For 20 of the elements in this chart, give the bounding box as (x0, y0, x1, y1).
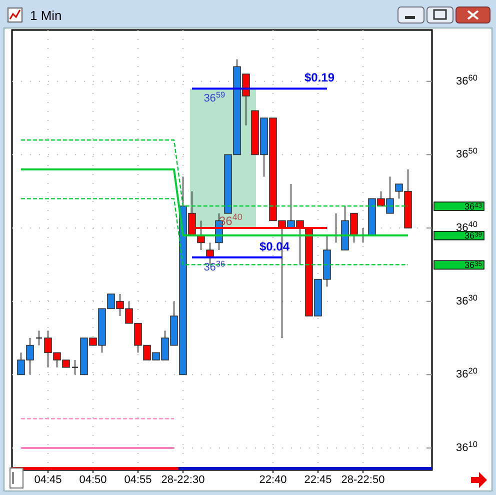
x-tick-label: 22:45 (304, 474, 332, 486)
annotation: 36$^{59}$ (204, 90, 226, 105)
candlestick (71, 360, 79, 376)
text: 36$^{39}$ (464, 230, 482, 241)
x-tick-label: 04:45 (34, 474, 62, 486)
y-tick-label: 36$^{60}$ (456, 72, 478, 88)
x-tick-label: 22:40 (259, 474, 287, 486)
annotation: 36$^{40}$ (219, 212, 242, 228)
x-tick-label: 28-22:30 (161, 474, 205, 486)
text: 36$^{35}$ (464, 260, 482, 270)
y-tick-label: 36$^{20}$ (456, 366, 478, 381)
x-tick-label: 28-22:50 (341, 474, 385, 486)
text: 36$^{43}$ (464, 201, 482, 212)
annotation: $0.19 (304, 70, 335, 85)
x-tick-label: 04:55 (124, 474, 152, 486)
y-tick-label: 36$^{50}$ (456, 146, 478, 161)
x-tick-label: 04:50 (79, 474, 107, 486)
chart-title: 1 Min (30, 8, 62, 23)
y-tick-label: 36$^{10}$ (456, 440, 478, 454)
y-tick-label: 36$^{30}$ (456, 292, 478, 308)
